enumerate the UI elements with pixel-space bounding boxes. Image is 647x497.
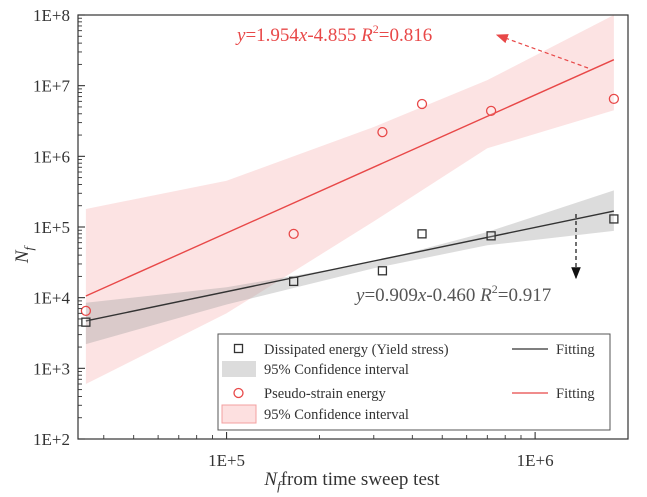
- y-axis-label-subscript: f: [21, 244, 36, 250]
- equation-pseudo-strain-part-a: y: [235, 25, 246, 46]
- legend-marker-square: [233, 343, 244, 354]
- point-dissipated-1: [289, 276, 299, 287]
- point-pseudo-strain-1: [288, 228, 299, 239]
- legend-band-gray: [222, 361, 256, 377]
- x-tick-label-0: 1E+5: [208, 451, 245, 470]
- equation-pseudo-strain-part-e: R: [360, 25, 373, 46]
- point-dissipated-4: [486, 231, 496, 241]
- legend-label-ci-red: 95% Confidence interval: [264, 407, 409, 423]
- point-dissipated-0: [81, 317, 91, 327]
- x-axis-label: Nffrom time sweep test: [263, 469, 440, 493]
- fit-lines: [85, 59, 615, 322]
- legend-label-dissipated: Dissipated energy (Yield stress): [264, 342, 449, 358]
- y-axis-label: Nf: [12, 244, 36, 264]
- x-axis-label-symbol: N: [263, 469, 278, 490]
- legend-box: [217, 333, 611, 431]
- point-pseudo-strain-3: [416, 98, 428, 110]
- legend-band-red: [221, 404, 257, 424]
- point-dissipated-5: [609, 214, 619, 224]
- point-pseudo-strain-5: [608, 93, 620, 105]
- equation-dissipated-part-f: 2: [492, 282, 498, 296]
- equation-dissipated-part-c: x: [417, 285, 427, 306]
- equation-dissipated-part-e: R: [479, 285, 492, 306]
- confidence-band-dissipated: [85, 190, 614, 345]
- equation-pseudo-strain-part-g: =0.816: [379, 25, 432, 46]
- equation-pseudo-strain: y=1.954x-4.855 R2=0.816: [235, 22, 432, 46]
- fit-line-pseudo-strain: [85, 59, 615, 297]
- equation-dissipated-part-b: =0.909: [364, 285, 417, 306]
- equation-dissipated-part-d: -0.460: [426, 285, 480, 306]
- y-tick-label-6: 1E+8: [33, 6, 70, 25]
- equation-pseudo-strain-part-c: x: [298, 25, 308, 46]
- x-axis-label-text: from time sweep test: [281, 469, 441, 490]
- y-tick-label-4: 1E+6: [33, 147, 70, 166]
- point-dissipated-2: [377, 266, 388, 276]
- x-axis-label-subscript: f: [277, 478, 283, 493]
- point-pseudo-strain-0: [80, 305, 92, 317]
- legend-label-ci-gray: 95% Confidence interval: [264, 362, 409, 378]
- legend: Dissipated energy (Yield stress) Fitting…: [217, 333, 611, 431]
- legend-label-fitting-red: Fitting: [556, 386, 595, 402]
- arrow-pseudo-strain-equation: [495, 34, 589, 69]
- point-pseudo-strain-2: [377, 126, 388, 138]
- point-pseudo-strain-4: [485, 105, 497, 117]
- equation-dissipated-part-a: y: [354, 285, 365, 306]
- y-tick-label-2: 1E+4: [33, 289, 70, 308]
- equation-dissipated: y=0.909x-0.460 R2=0.917: [354, 282, 551, 306]
- fit-line-dissipated: [85, 210, 615, 322]
- y-tick-label-5: 1E+7: [33, 77, 70, 96]
- confidence-band-pseudo-strain: [85, 15, 614, 384]
- equation-pseudo-strain-part-f: 2: [373, 22, 379, 36]
- x-tick-label-1: 1E+6: [517, 451, 554, 470]
- legend-marker-circle: [233, 387, 244, 399]
- confidence-bands: [85, 15, 614, 384]
- equation-pseudo-strain-part-b: =1.954: [245, 25, 299, 46]
- x-axis: 1E+5 1E+6: [103, 432, 554, 470]
- y-axis: 1E+2 1E+3 1E+4 1E+5 1E+6 1E+7 1E+8: [33, 6, 85, 449]
- y-tick-label-0: 1E+2: [33, 430, 70, 449]
- y-tick-label-1: 1E+3: [33, 359, 70, 378]
- y-axis-label-symbol: N: [12, 249, 33, 264]
- point-dissipated-3: [417, 229, 427, 239]
- y-tick-label-3: 1E+5: [33, 218, 70, 237]
- equation-dissipated-part-g: =0.917: [498, 285, 551, 306]
- data-points: [80, 93, 620, 327]
- legend-label-fitting-gray: Fitting: [556, 342, 595, 358]
- equation-pseudo-strain-part-d: -4.855: [307, 25, 361, 46]
- legend-label-pseudo-strain: Pseudo-strain energy: [264, 386, 386, 402]
